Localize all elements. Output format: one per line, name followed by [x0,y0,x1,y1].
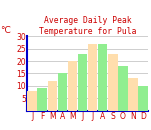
Bar [128,78,138,110]
Text: Average Daily Peak
Temperature for Pula: Average Daily Peak Temperature for Pula [39,16,136,36]
Bar [37,88,47,110]
Bar [118,66,128,110]
Text: °C: °C [0,26,11,35]
Bar [27,91,37,110]
Bar [98,44,108,110]
Bar [58,73,67,110]
Bar [138,86,148,110]
Bar [78,54,87,110]
Bar [48,81,57,110]
Bar [108,54,117,110]
Bar [88,44,97,110]
Bar [68,61,77,110]
